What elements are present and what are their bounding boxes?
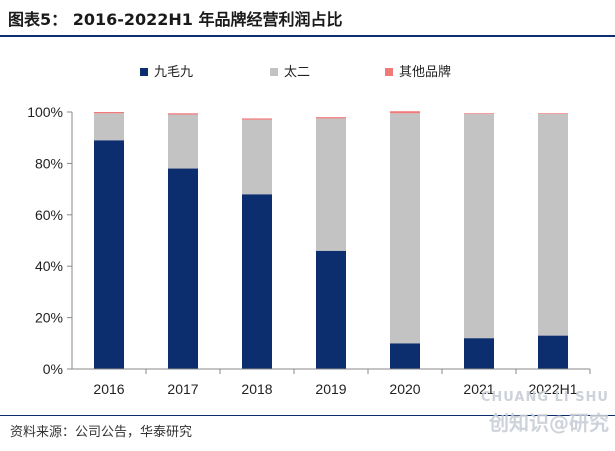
watermark-cn: 创知识@研究 [489,411,609,435]
x-axis: 2016 2017 2018 2019 2020 2021 2022H1 [72,368,591,397]
bar-2022H1-s1 [538,335,568,369]
bar-2020-s1 [390,343,420,369]
legend-swatch-2 [270,68,278,76]
bar-2020-s3 [390,111,420,114]
bar-2021-s2 [464,114,494,339]
legend-label-3: 其他品牌 [399,64,451,80]
bar-2016-s2 [94,113,124,141]
bar-2018-s3 [242,118,272,120]
bar-2017-s1 [168,168,198,369]
legend-swatch-3 [385,68,393,76]
watermark-logo: CHUANG LI SHU 创知识@研究 [481,390,609,436]
bar-2022H1-s2 [538,114,568,336]
bar-2017-s2 [168,114,198,169]
y-tick-label-1: 20% [35,310,63,326]
source-note: 资料来源：公司公告，华泰研究 [10,425,193,440]
x-tick-label-4: 2020 [389,381,420,397]
legend-label-2: 太二 [284,65,310,80]
bar-2021-s3 [464,113,494,115]
chart-title: 图表5： 2016-2022H1 年品牌经营利润占比 [8,10,343,29]
x-tick-label-6: 2022H1 [528,381,577,397]
bar-2017-s3 [168,113,198,115]
y-tick-label-5: 100% [27,104,63,120]
bar-2016-s3 [94,112,124,114]
x-tick-label-3: 2019 [315,381,346,397]
bar-2018-s1 [242,194,272,369]
x-tick-label-0: 2016 [93,381,124,397]
y-axis: 0% 20% 40% 60% 80% 100% [27,104,73,377]
y-tick-label-0: 0% [43,361,63,377]
bar-2018-s2 [242,119,272,195]
y-tick-label-2: 40% [35,258,63,274]
legend: 九毛九 太二 其他品牌 [140,64,451,80]
y-tick-label-3: 60% [35,207,63,223]
legend-label-1: 九毛九 [154,65,193,80]
bar-2019-s1 [316,250,346,369]
x-tick-label-1: 2017 [167,381,198,397]
bars [94,111,568,369]
x-tick-label-2: 2018 [241,381,272,397]
legend-swatch-1 [140,68,148,76]
bar-2021-s1 [464,338,494,369]
bar-2019-s2 [316,118,346,251]
title-rule [0,35,615,37]
bar-2022H1-s3 [538,113,568,115]
bar-2019-s3 [316,117,346,119]
footer-rule [0,415,615,416]
bar-2016-s1 [94,140,124,369]
x-tick-label-5: 2021 [463,381,494,397]
watermark-en: CHUANG LI SHU [480,390,609,405]
stacked-bar-chart: 九毛九 太二 其他品牌 0%20%40%60%80%100% 2016 2017 201… [27,64,591,397]
bar-2020-s2 [390,113,420,344]
y-tick-label-4: 80% [35,155,63,171]
